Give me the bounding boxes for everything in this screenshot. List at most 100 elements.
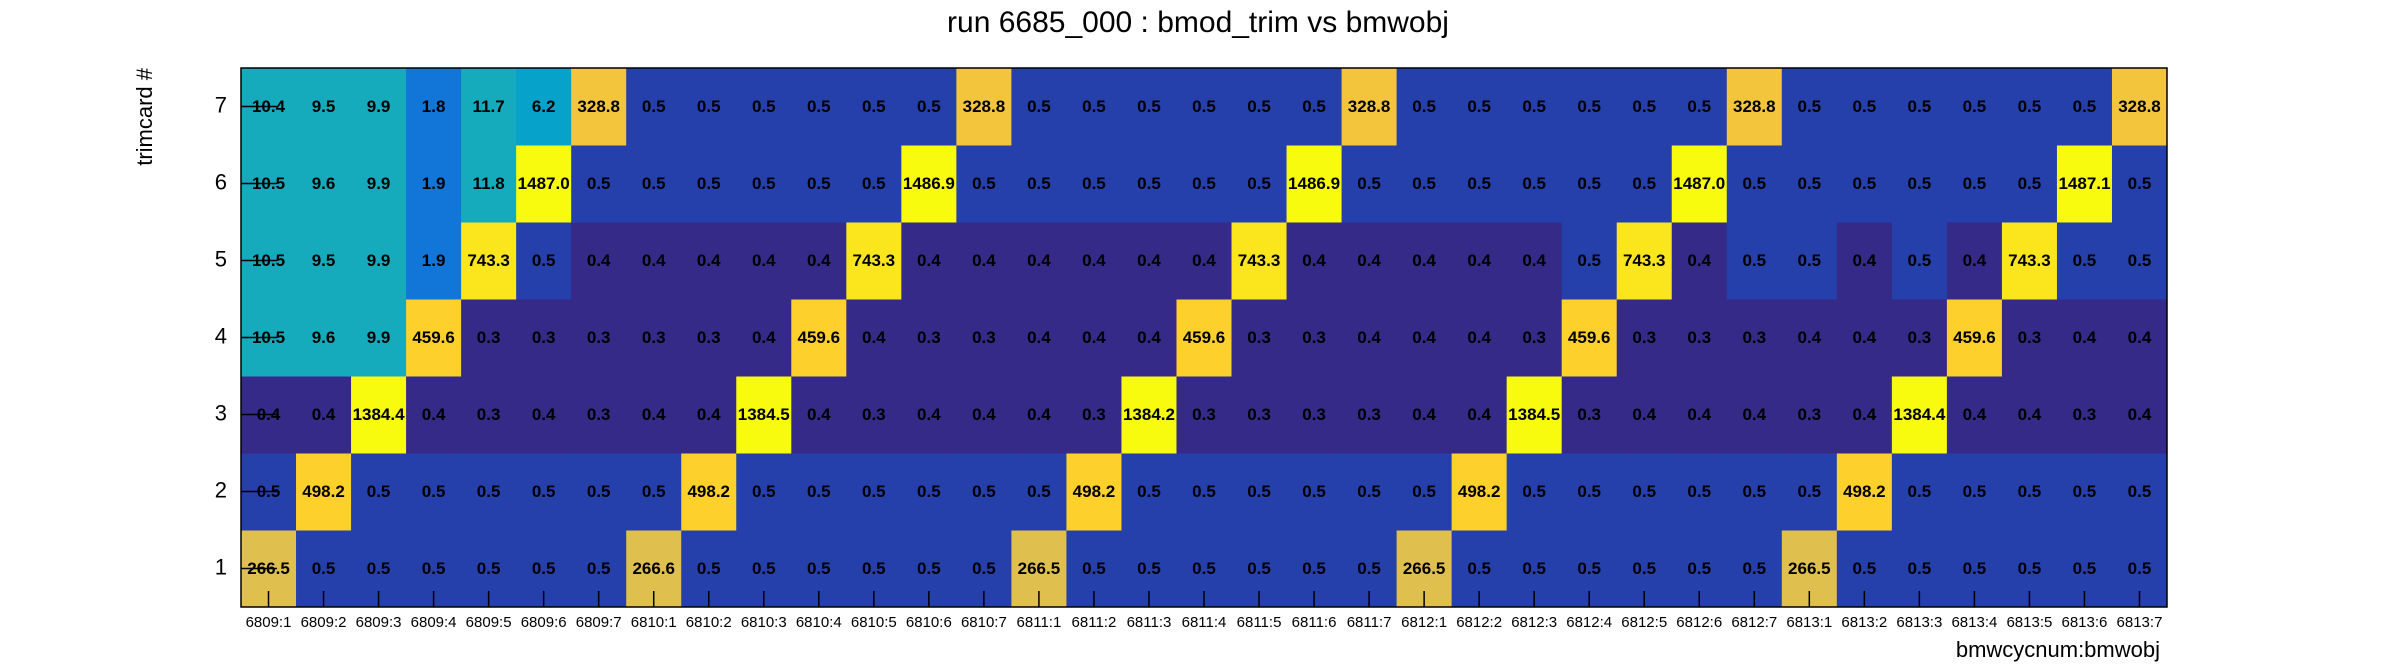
heatmap-cell bbox=[1011, 299, 1067, 377]
cell-label: 0.5 bbox=[1082, 174, 1106, 193]
heatmap-cell bbox=[1506, 376, 1563, 454]
heatmap-cell bbox=[1836, 453, 1893, 531]
x-tick-label: 6811:6 bbox=[1292, 614, 1337, 631]
heatmap-cell bbox=[846, 68, 902, 146]
x-tick-label: 6810:2 bbox=[686, 614, 732, 631]
cell-label: 0.4 bbox=[2073, 328, 2097, 347]
heatmap-cell bbox=[901, 68, 957, 146]
heatmap-cell bbox=[1011, 68, 1067, 146]
cell-label: 1384.4 bbox=[353, 405, 406, 424]
cell-label: 0.4 bbox=[1853, 405, 1877, 424]
x-tick-label: 6811:3 bbox=[1127, 614, 1172, 631]
cell-label: 0.5 bbox=[1908, 97, 1932, 116]
x-tick-label: 6810:5 bbox=[851, 614, 897, 631]
heatmap-cell bbox=[1671, 145, 1728, 223]
cell-label: 0.5 bbox=[2073, 482, 2097, 501]
heatmap-cell bbox=[1616, 299, 1673, 377]
heatmap-cell bbox=[1121, 376, 1177, 454]
cell-label: 0.5 bbox=[1357, 559, 1381, 578]
heatmap-cell bbox=[1671, 453, 1728, 531]
heatmap-cell bbox=[736, 145, 792, 223]
cell-label: 0.5 bbox=[587, 559, 611, 578]
cell-label: 0.5 bbox=[1082, 97, 1106, 116]
cell-label: 0.5 bbox=[1687, 97, 1711, 116]
x-tick-label: 6809:4 bbox=[411, 614, 457, 631]
heatmap-cell bbox=[406, 68, 462, 146]
heatmap-cell bbox=[296, 453, 352, 531]
cell-label: 0.3 bbox=[1192, 405, 1216, 424]
cell-label: 743.3 bbox=[467, 251, 510, 270]
heatmap-cell bbox=[2111, 145, 2168, 223]
cell-label: 0.5 bbox=[2018, 559, 2042, 578]
heatmap-cell bbox=[1341, 222, 1398, 300]
cell-label: 0.4 bbox=[1137, 251, 1161, 270]
cell-label: 1487.0 bbox=[1673, 174, 1725, 193]
heatmap-cell bbox=[2056, 222, 2113, 300]
heatmap-cell bbox=[1451, 145, 1508, 223]
y-tick-label: 6 bbox=[215, 169, 227, 194]
heatmap-cell bbox=[736, 222, 792, 300]
heatmap-cell bbox=[1506, 453, 1563, 531]
heatmap-cell bbox=[1286, 299, 1343, 377]
cell-label: 0.5 bbox=[1467, 97, 1491, 116]
heatmap-cell bbox=[461, 376, 517, 454]
x-tick-label: 6809:6 bbox=[521, 614, 567, 631]
y-tick-label: 4 bbox=[215, 323, 227, 348]
x-tick-label: 6809:5 bbox=[466, 614, 512, 631]
heatmap-cell bbox=[1946, 453, 2003, 531]
cell-label: 0.4 bbox=[1027, 328, 1051, 347]
heatmap-cell bbox=[1121, 68, 1177, 146]
cell-label: 459.6 bbox=[798, 328, 841, 347]
cell-label: 0.3 bbox=[1577, 405, 1601, 424]
heatmap-cell bbox=[1946, 299, 2003, 377]
cell-label: 0.5 bbox=[367, 559, 391, 578]
cell-label: 0.5 bbox=[532, 482, 556, 501]
heatmap-cell bbox=[1726, 222, 1783, 300]
cell-label: 0.5 bbox=[1192, 482, 1216, 501]
heatmap-cell bbox=[296, 376, 352, 454]
heatmap-cell bbox=[1121, 145, 1177, 223]
cell-label: 459.6 bbox=[1953, 328, 1996, 347]
cell-label: 1487.0 bbox=[518, 174, 570, 193]
heatmap-cell bbox=[1286, 145, 1343, 223]
cell-label: 0.5 bbox=[642, 97, 666, 116]
cell-label: 0.5 bbox=[2073, 559, 2097, 578]
heatmap-cell bbox=[1946, 145, 2003, 223]
cell-label: 0.5 bbox=[1742, 251, 1766, 270]
heatmap-cell bbox=[1726, 299, 1783, 377]
heatmap-cell bbox=[1726, 68, 1783, 146]
cell-label: 0.5 bbox=[1797, 251, 1821, 270]
heatmap-cell bbox=[571, 68, 627, 146]
heatmap-cell bbox=[1341, 453, 1398, 531]
heatmap-cell bbox=[406, 222, 462, 300]
heatmap-cell bbox=[1946, 222, 2003, 300]
x-axis-title: bmwcycnum:bmwobj bbox=[1956, 637, 2160, 662]
heatmap-cell bbox=[1286, 453, 1343, 531]
heatmap-cell bbox=[2111, 222, 2168, 300]
cell-label: 0.5 bbox=[752, 482, 776, 501]
heatmap-cell bbox=[2001, 222, 2058, 300]
cell-label: 0.3 bbox=[587, 405, 611, 424]
cell-label: 1487.1 bbox=[2058, 174, 2110, 193]
heatmap-cell bbox=[571, 145, 627, 223]
cell-label: 0.5 bbox=[2073, 251, 2097, 270]
cell-label: 0.3 bbox=[477, 328, 501, 347]
heatmap-cell bbox=[2056, 145, 2113, 223]
cell-label: 0.5 bbox=[1632, 174, 1656, 193]
cell-label: 1486.9 bbox=[903, 174, 955, 193]
cell-label: 0.4 bbox=[1963, 251, 1987, 270]
heatmap-cell bbox=[1891, 376, 1948, 454]
x-tick-label: 6813:2 bbox=[1841, 614, 1887, 631]
heatmap-cell bbox=[516, 145, 572, 223]
heatmap-cell bbox=[956, 222, 1012, 300]
cell-label: 0.5 bbox=[807, 559, 831, 578]
cell-label: 0.5 bbox=[1522, 97, 1546, 116]
cell-label: 0.4 bbox=[1137, 328, 1161, 347]
heatmap-cell bbox=[2056, 453, 2113, 531]
heatmap-cell bbox=[1176, 68, 1233, 146]
cell-label: 0.5 bbox=[1192, 174, 1216, 193]
x-tick-label: 6810:7 bbox=[961, 614, 1007, 631]
cell-label: 743.3 bbox=[1238, 251, 1281, 270]
heatmap-cell bbox=[406, 145, 462, 223]
